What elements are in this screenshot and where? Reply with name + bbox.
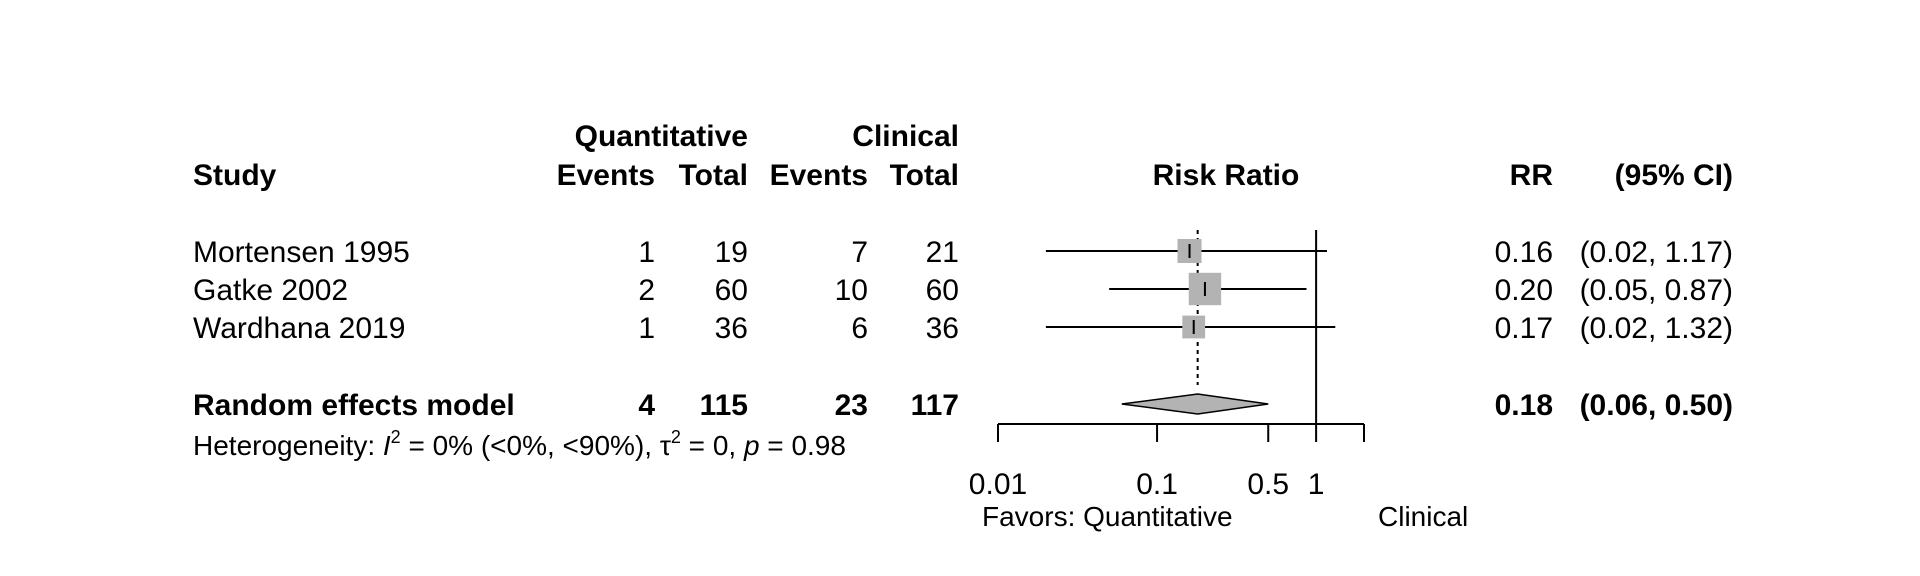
total2-cell: 60 xyxy=(926,274,959,307)
pooled-name: Random effects model xyxy=(193,389,515,422)
total1-cell: 60 xyxy=(715,274,748,307)
events1-cell: 2 xyxy=(638,274,655,307)
total2-cell: 21 xyxy=(926,236,959,269)
x-tick-label: 1 xyxy=(1308,468,1325,501)
total1-cell: 36 xyxy=(715,312,748,345)
group2-header: Clinical xyxy=(852,120,959,153)
total1-cell: 19 xyxy=(715,236,748,269)
pooled-ci: (0.06, 0.50) xyxy=(1580,389,1733,422)
events2-cell: 7 xyxy=(851,236,868,269)
pooled-diamond xyxy=(1121,393,1269,415)
pooled-total1: 115 xyxy=(700,389,748,422)
events2-header: Events xyxy=(770,159,868,192)
study-row-3: Wardhana 2019 1 36 6 36 0.17 (0.02, 1.32… xyxy=(193,312,1733,345)
pooled-events2: 23 xyxy=(835,389,868,422)
pooled-events1: 4 xyxy=(638,389,655,422)
events1-cell: 1 xyxy=(638,236,655,269)
ci-cell: (0.02, 1.17) xyxy=(1580,236,1733,269)
total2-header: Total xyxy=(890,159,959,192)
events2-cell: 10 xyxy=(835,274,868,307)
ci-header: (95% CI) xyxy=(1615,159,1733,192)
pooled-row: Random effects model 4 115 23 117 0.18 (… xyxy=(193,389,1733,422)
x-tick-label: 0.5 xyxy=(1247,468,1289,501)
events1-header: Events xyxy=(557,159,655,192)
x-axis: 0.01 0.1 0.5 1 xyxy=(969,423,1365,501)
study-row-2: Gatke 2002 2 60 10 60 0.20 (0.05, 0.87) xyxy=(193,274,1733,307)
plot-marks xyxy=(1045,239,1336,415)
pooled-total2: 117 xyxy=(911,389,959,422)
heterogeneity-text: Heterogeneity: I2 = 0% (<0%, <90%), τ2 =… xyxy=(193,427,846,461)
study-name: Wardhana 2019 xyxy=(193,312,405,345)
study-header: Study xyxy=(193,159,277,192)
ci-cell: (0.05, 0.87) xyxy=(1580,274,1733,307)
favors-left-label: Favors: Quantitative xyxy=(982,501,1233,532)
events1-cell: 1 xyxy=(638,312,655,345)
pooled-rr: 0.18 xyxy=(1495,389,1553,422)
rr-cell: 0.16 xyxy=(1495,236,1553,269)
rr-cell: 0.17 xyxy=(1495,312,1553,345)
group1-header: Quantitative xyxy=(575,120,748,153)
rr-cell: 0.20 xyxy=(1495,274,1553,307)
events2-cell: 6 xyxy=(851,312,868,345)
plot-header: Risk Ratio xyxy=(1153,159,1300,192)
rr-header: RR xyxy=(1510,159,1554,192)
study-name: Gatke 2002 xyxy=(193,274,348,307)
favors-right-label: Clinical xyxy=(1378,501,1468,532)
total1-header: Total xyxy=(679,159,748,192)
study-row-1: Mortensen 1995 1 19 7 21 0.16 (0.02, 1.1… xyxy=(193,236,1733,269)
x-tick-label: 0.01 xyxy=(969,468,1027,501)
x-tick-label: 0.1 xyxy=(1136,468,1178,501)
study-name: Mortensen 1995 xyxy=(193,236,410,269)
ci-cell: (0.02, 1.32) xyxy=(1580,312,1733,345)
total2-cell: 36 xyxy=(926,312,959,345)
